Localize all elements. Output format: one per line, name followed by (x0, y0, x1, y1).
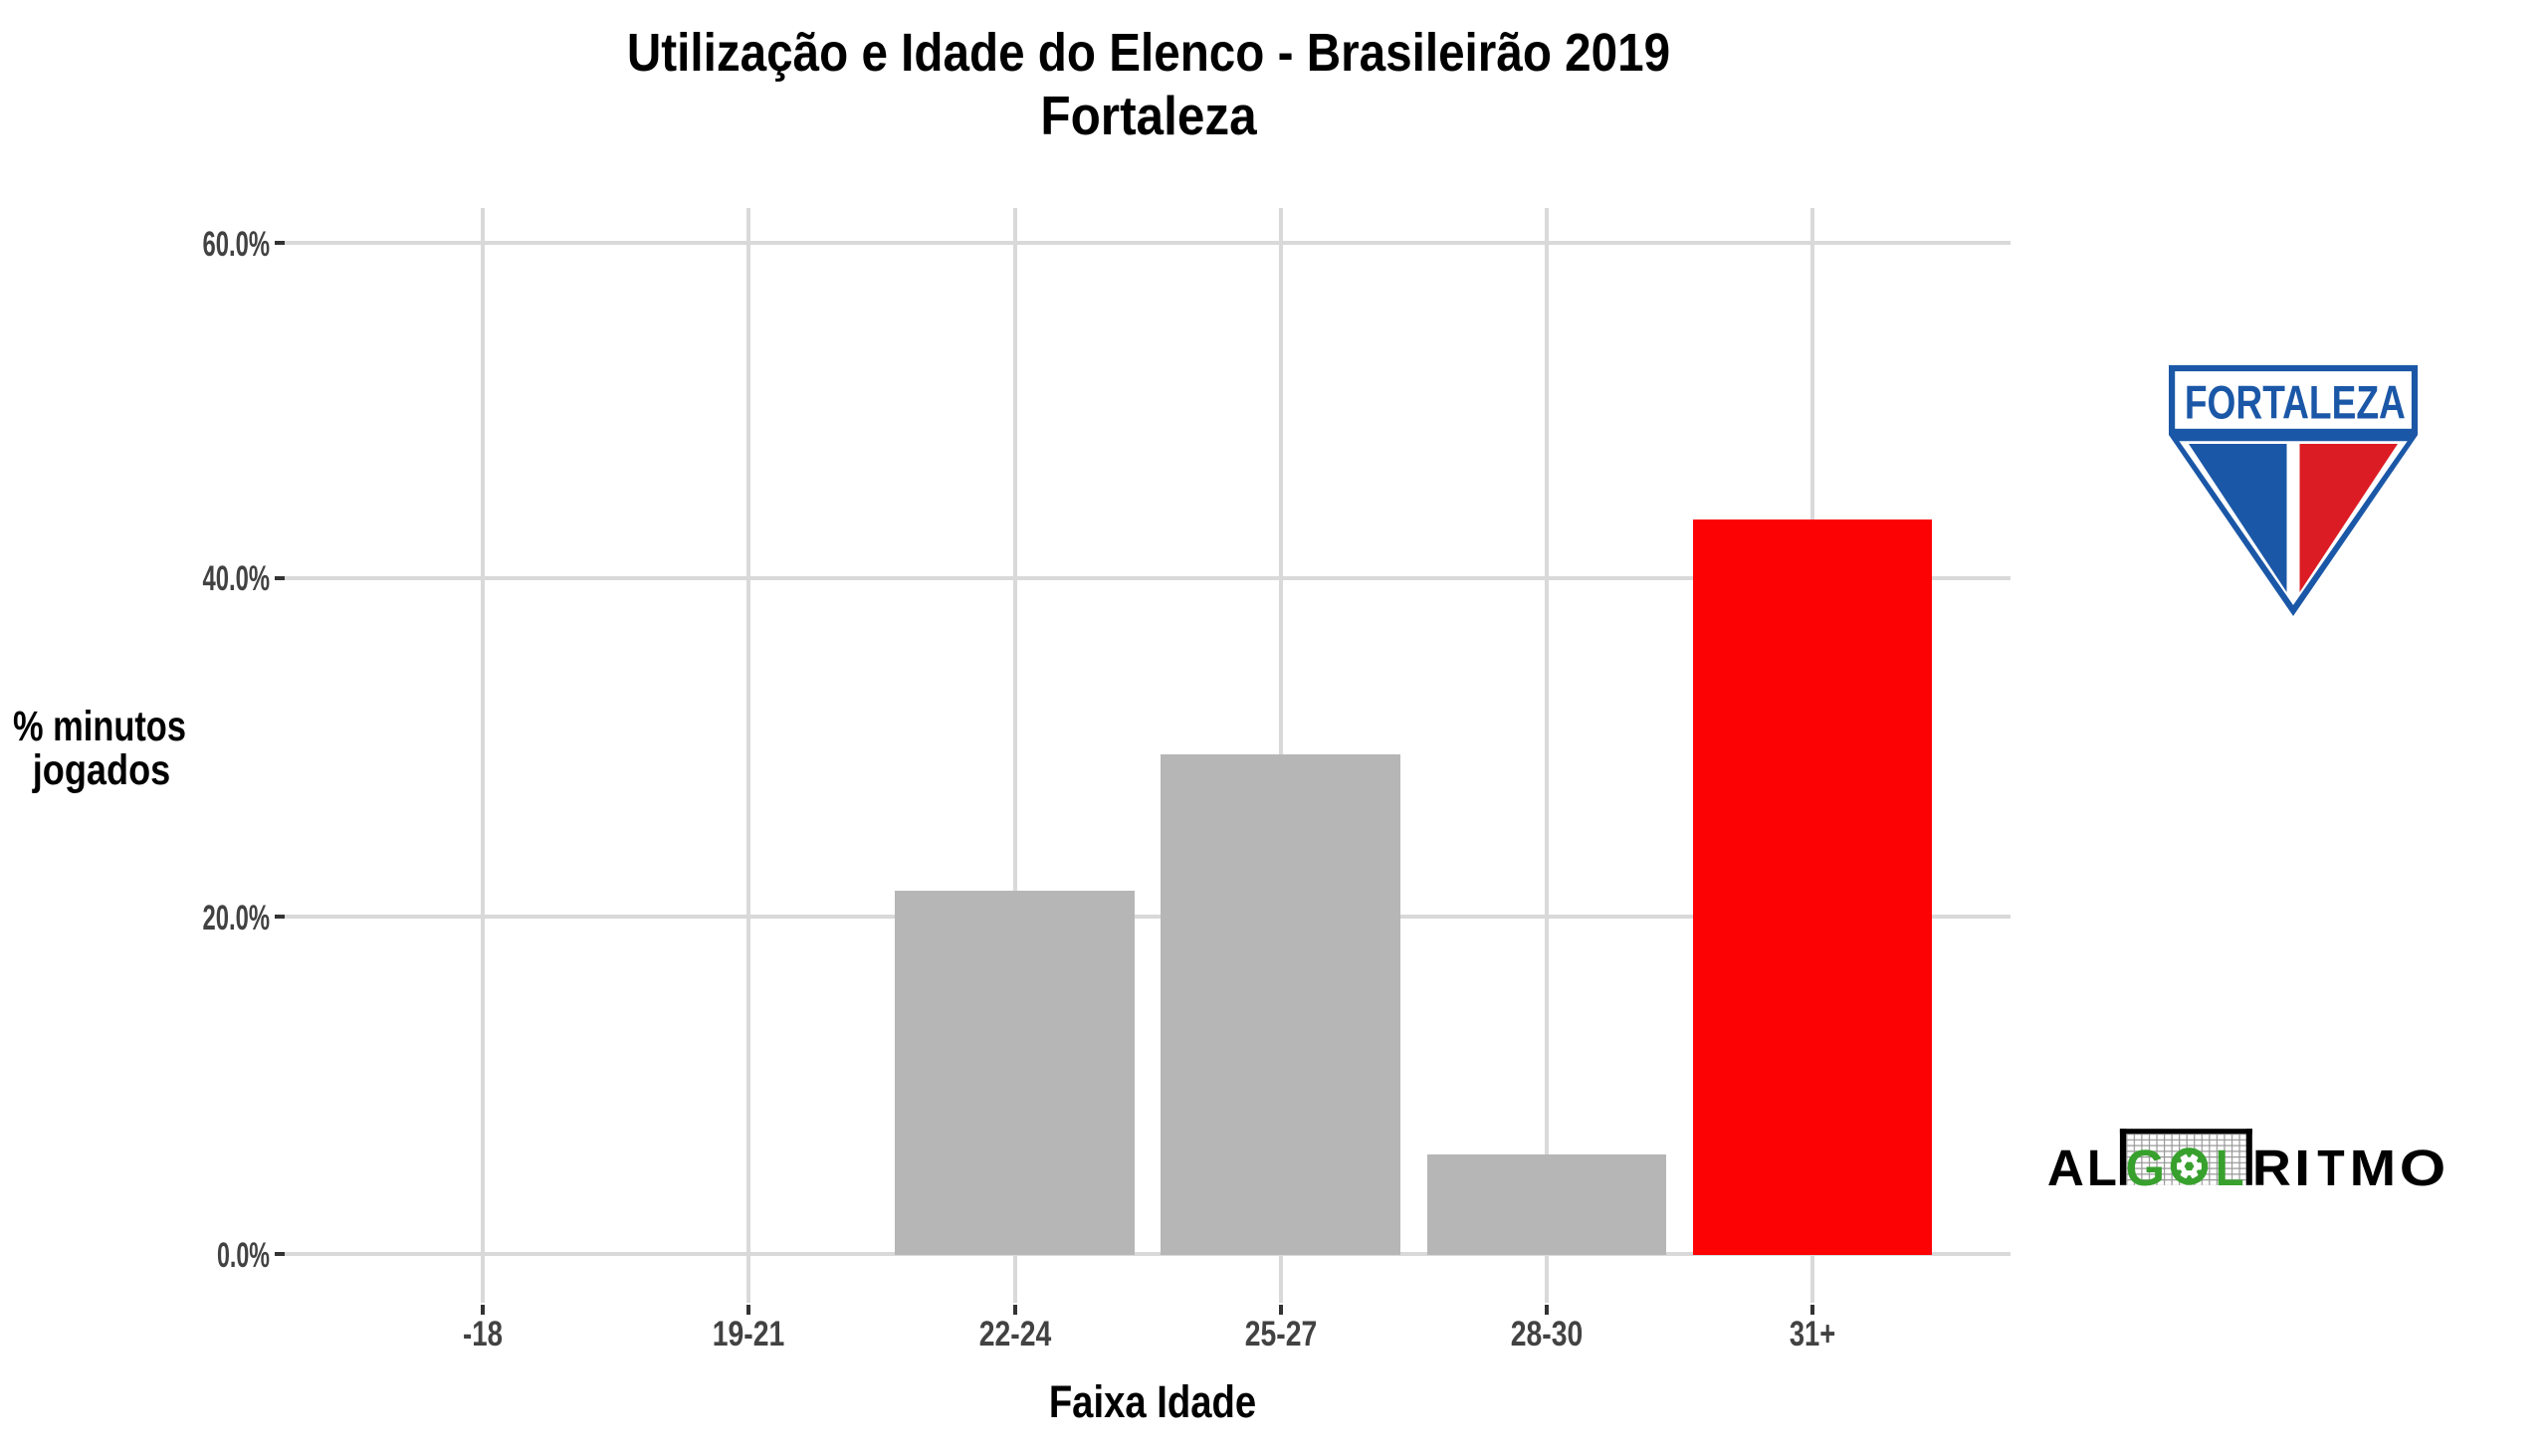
svg-text:A: A (2047, 1140, 2084, 1196)
svg-text:T: T (2317, 1140, 2344, 1196)
svg-text:M: M (2350, 1140, 2397, 1196)
svg-text:L: L (2216, 1140, 2244, 1196)
svg-text:L: L (2087, 1140, 2117, 1196)
svg-text:O: O (2400, 1140, 2446, 1196)
svg-text:G: G (2126, 1140, 2166, 1196)
svg-text:I: I (2294, 1140, 2310, 1196)
svg-text:R: R (2252, 1140, 2291, 1196)
svg-text:FORTALEZA: FORTALEZA (2185, 375, 2406, 428)
